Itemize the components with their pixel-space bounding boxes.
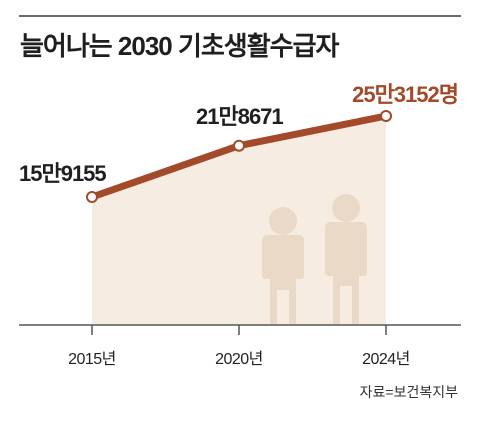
data-point [380,110,392,122]
area-fill [92,116,386,325]
data-label: 15만9155 [19,161,106,186]
chart-title: 늘어나는 2030 기초생활수급자 [20,31,339,61]
data-point [233,139,245,152]
source-note: 자료=보건복지부 [359,384,458,400]
top-rule [19,15,461,17]
data-label: 25만3152명 [352,82,458,107]
x-tick-label: 2015년 [68,350,116,368]
people-figures-icon [262,194,367,324]
data-label: 21만8671 [196,104,283,129]
x-tick-label: 2020년 [215,350,263,368]
data-point [86,191,98,203]
x-tick-label: 2024년 [362,350,410,368]
